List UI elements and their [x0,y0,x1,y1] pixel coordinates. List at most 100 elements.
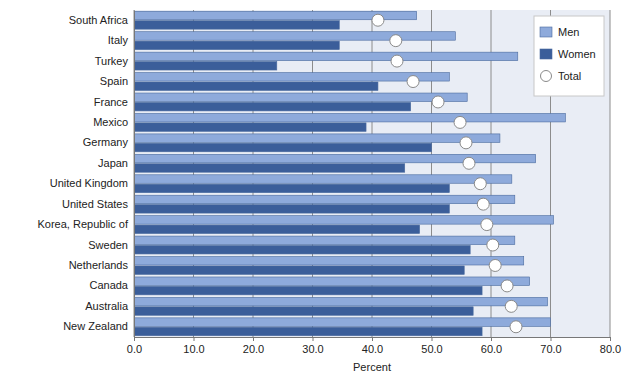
tick-label: Netherlands [69,259,129,271]
tick-label: Mexico [93,116,128,128]
tick: 0.0 [127,337,142,355]
bar [134,123,366,131]
point [391,55,403,67]
bar [134,52,518,60]
bar [134,62,277,70]
tick: 40.0 [362,337,383,355]
series-1 [134,21,482,336]
tick: Turkey [95,55,134,67]
plot: 0.0 10.0 20.0 30.0 40.0 50.0 60.0 70.0 80.0 South… [38,10,622,373]
tick: Spain [100,75,134,87]
tick: 70.0 [540,337,561,355]
tick-label: 80.0 [600,343,621,355]
bar [134,93,467,101]
tick: Netherlands [69,259,134,271]
tick: Japan [98,157,134,169]
grid [134,10,610,337]
tick: New Zealand [63,320,134,332]
bar [134,318,551,326]
x-axis: 0.0 10.0 20.0 30.0 40.0 50.0 60.0 70.0 80.0 [127,337,621,355]
tick-mark [134,337,135,341]
bar [134,266,464,274]
bar [134,113,565,121]
bar [134,164,405,172]
tick-label: 40.0 [362,343,383,355]
tick-label: Australia [85,300,129,312]
tick-label: Japan [98,157,128,169]
tick-label: 20.0 [243,343,264,355]
axis-title: Percent [353,361,391,373]
tick-label: 0.0 [127,343,142,355]
axis-line [134,11,135,338]
bar [134,327,482,335]
tick-label: United Kingdom [50,177,128,189]
tick-label: Turkey [95,55,129,67]
tick: Italy [108,34,134,46]
bar [134,143,432,151]
tick-mark [610,337,611,341]
point [501,280,513,292]
tick-label: Korea, Republic of [38,218,129,230]
bar [134,225,420,233]
legend-box [534,16,604,96]
point [407,76,419,88]
grid-line [134,10,135,337]
tick: South Africa [69,14,134,26]
tick-mark [313,337,314,341]
point [510,321,522,333]
tick-label: France [94,95,128,107]
tick-label: Sweden [88,239,128,251]
tick-label: Spain [100,75,128,87]
point [481,219,493,231]
tick-label: 10.0 [183,343,204,355]
tick: United Kingdom [50,177,134,189]
bar [134,307,473,315]
tick-mark [551,337,552,341]
legend-swatch [540,49,552,59]
bar [134,257,524,265]
tick-label: New Zealand [63,320,128,332]
chart: 0.0 10.0 20.0 30.0 40.0 50.0 60.0 70.0 80.0 South… [0,0,640,381]
y-axis: South Africa Italy Turkey Spain France Mexico… [38,11,135,338]
bar [134,297,548,305]
tick: Sweden [88,239,134,251]
bar [134,277,530,285]
axis-line [135,338,611,342]
bar [134,286,482,294]
tick: Germany [83,136,134,148]
bar [134,82,378,90]
bar [134,175,512,183]
tick-mark [432,337,433,341]
bar [134,195,515,203]
bar [134,154,536,162]
bar [134,184,449,192]
tick-mark [253,337,254,341]
tick: Canada [89,279,134,291]
tick-label: Italy [108,34,129,46]
tick-mark [194,337,195,341]
tick-mark [372,337,373,341]
bar [134,32,455,40]
tick: 50.0 [421,337,442,355]
tick-mark [491,337,492,341]
legend-label: Total [558,70,581,82]
tick: 10.0 [183,337,204,355]
point [487,239,499,251]
tick-label: Germany [83,136,129,148]
series-0 [134,11,565,326]
point [460,137,472,149]
point [489,259,501,271]
legend-label: Men [558,26,579,38]
tick: 30.0 [302,337,323,355]
bar [134,246,470,254]
tick-label: 30.0 [302,343,323,355]
tick-label: 60.0 [481,343,502,355]
tick: France [94,95,134,107]
plot-background [134,10,610,337]
tick-label: South Africa [69,14,129,26]
tick: 80.0 [600,337,621,355]
legend-swatch [540,27,552,37]
point [390,35,402,47]
tick: 20.0 [243,337,264,355]
tick: Mexico [93,116,134,128]
